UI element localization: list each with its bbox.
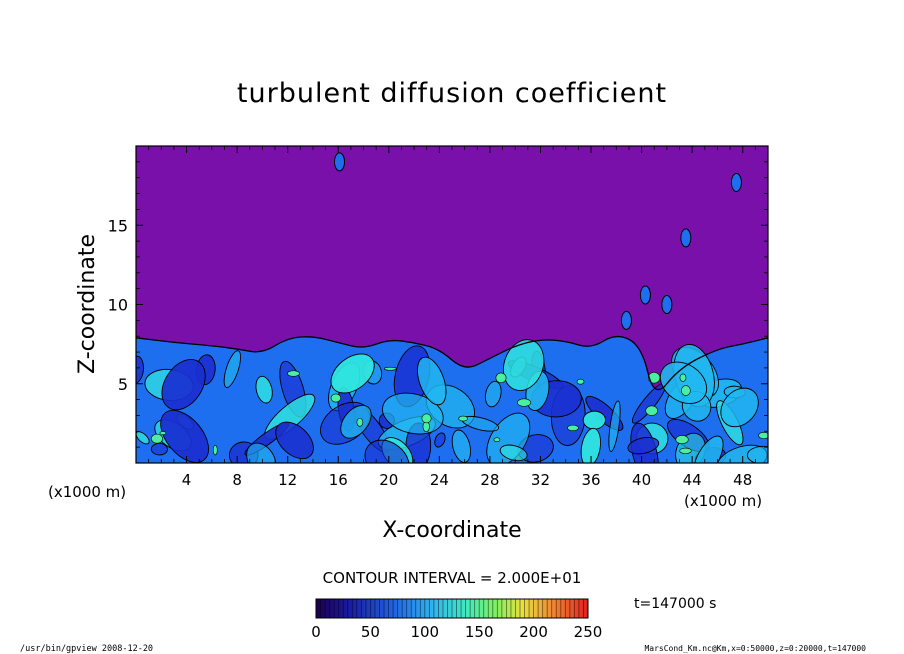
eddy-cell (451, 429, 472, 463)
y-axis-label: Z-coordinate (75, 234, 100, 374)
eddy-cell (150, 443, 168, 456)
eddy-cell (160, 409, 209, 463)
eddy-core (458, 415, 468, 422)
field-layers (136, 152, 768, 463)
eddy-cell (246, 442, 277, 463)
isolated-patch (680, 228, 692, 248)
eddy-core (212, 444, 218, 456)
x-tick-label: 36 (581, 471, 600, 489)
isolated-patch (661, 295, 673, 314)
eddy-core (679, 373, 687, 382)
eddy-core (383, 366, 397, 371)
colorbar-stripes (315, 599, 589, 618)
eddy-cell (484, 380, 502, 408)
eddy-core (495, 372, 507, 384)
eddy-core (159, 431, 167, 435)
eddy-cell (161, 359, 206, 411)
boundary-layer-contour (136, 335, 768, 391)
isolated-patch (334, 152, 346, 172)
eddy-cell (659, 361, 708, 404)
eddy-core (576, 378, 585, 385)
colorbar-tick-label: 50 (361, 623, 380, 641)
eddy-core (330, 393, 342, 403)
eddy-cell (434, 432, 446, 448)
colorbar-tick-label: 0 (311, 623, 321, 641)
colorbar-tick-label: 150 (465, 623, 494, 641)
eddy-core (681, 385, 691, 396)
eddy-cell (255, 375, 273, 404)
colorbar-frame (315, 598, 589, 619)
x-tick-label: 24 (430, 471, 449, 489)
eddy-core (517, 398, 532, 407)
x-unit-label-right: (x1000 m) (684, 492, 762, 510)
eddy-cell (720, 387, 759, 428)
footer-data-source: MarsCond_Km.nc@Km,x=0:50000,z=0:20000,t=… (644, 644, 866, 653)
contour-interval-label: CONTOUR INTERVAL = 2.000E+01 (323, 569, 582, 587)
isolated-patch (620, 310, 632, 330)
eddy-cell (499, 444, 528, 462)
x-tick-label: 4 (182, 471, 192, 489)
chart-title: turbulent diffusion coefficient (237, 78, 667, 109)
y-axis-ticks: 5 10 15 (108, 161, 768, 448)
eddy-core (493, 437, 501, 442)
eddy-cell (330, 353, 375, 394)
turbulent-eddies (136, 339, 768, 463)
x-tick-label: 44 (683, 471, 702, 489)
eddy-cell (223, 350, 241, 388)
x-tick-label: 12 (278, 471, 297, 489)
eddy-cell (608, 400, 621, 452)
eddy-cell (503, 339, 545, 391)
footer-program-date: /usr/bin/gpview 2008-12-20 (20, 644, 153, 654)
eddy-cell (417, 356, 447, 406)
x-axis-label: X-coordinate (382, 518, 521, 543)
eddy-core (150, 433, 164, 444)
eddy-cell (582, 410, 606, 430)
eddy-core (356, 417, 364, 427)
x-tick-label: 20 (379, 471, 398, 489)
y-tick-label: 10 (108, 296, 128, 315)
eddy-core (647, 372, 661, 384)
eddy-cell (340, 404, 372, 439)
eddy-core (645, 405, 658, 416)
eddy-cell (627, 436, 660, 455)
eddy-core (567, 424, 579, 432)
eddy-core (675, 435, 689, 445)
colorbar-tick-label: 250 (574, 623, 603, 641)
eddy-cell (580, 427, 602, 463)
x-tick-label: 40 (632, 471, 651, 489)
eddy-core (421, 413, 432, 424)
eddy-cell (746, 445, 768, 463)
x-tick-label: 8 (232, 471, 242, 489)
x-axis-ticks: 4 8 12 16 20 24 28 32 36 40 44 48 (148, 146, 756, 489)
x-tick-label: 28 (480, 471, 499, 489)
x-tick-label: 32 (531, 471, 550, 489)
x-tick-label: 16 (329, 471, 348, 489)
eddy-cell (364, 439, 410, 463)
isolated-patches (334, 152, 742, 330)
eddy-core (758, 432, 768, 440)
eddy-core (679, 447, 692, 454)
colorbar-tick-label: 100 (410, 623, 439, 641)
isolated-patch (639, 285, 651, 305)
eddy-cell (136, 431, 150, 445)
eddy-core (287, 370, 300, 377)
x-unit-label-left: (x1000 m) (48, 483, 126, 501)
time-label: t=147000 s (634, 596, 716, 612)
y-tick-label: 15 (108, 216, 128, 235)
y-tick-label: 5 (118, 375, 128, 394)
colorbar-tick-label: 200 (519, 623, 548, 641)
x-tick-label: 48 (733, 471, 752, 489)
colorbar-ticks: 0 50 100 150 200 250 (311, 623, 602, 641)
isolated-patch (730, 172, 742, 192)
eddy-cell (275, 421, 314, 460)
